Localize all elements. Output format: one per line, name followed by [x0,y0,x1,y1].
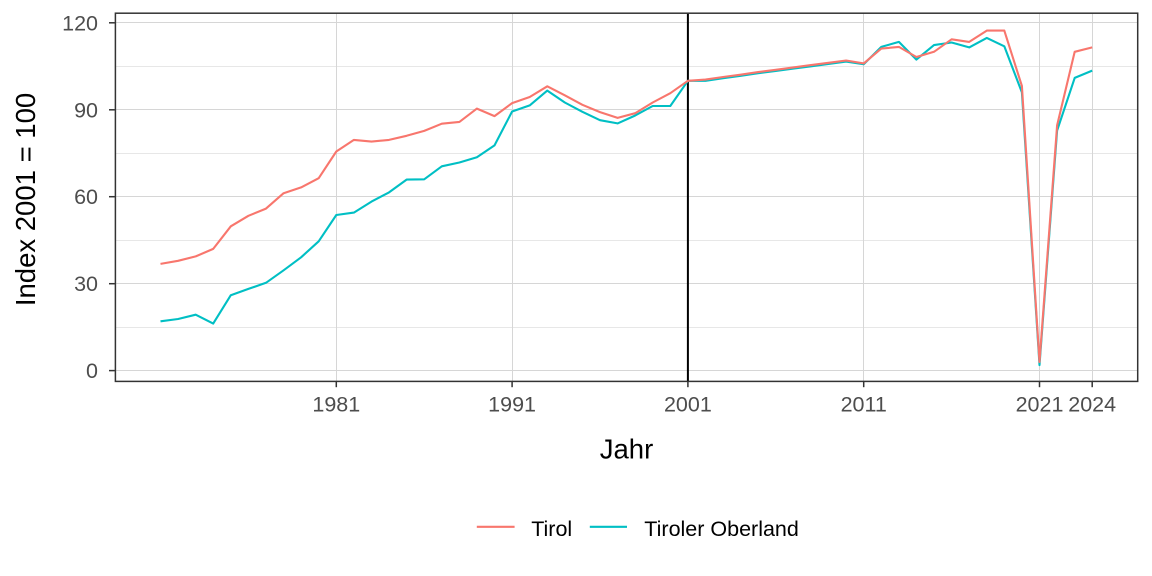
svg-text:1981: 1981 [312,392,360,416]
svg-text:120: 120 [62,11,98,35]
svg-text:Tirol: Tirol [531,517,572,541]
svg-text:60: 60 [74,185,98,209]
svg-text:30: 30 [74,272,98,296]
svg-text:2011: 2011 [841,392,887,416]
svg-text:Index 2001 = 100: Index 2001 = 100 [10,93,41,306]
svg-text:1991: 1991 [488,392,536,416]
svg-text:Tiroler Oberland: Tiroler Oberland [644,517,799,541]
svg-text:2021: 2021 [1016,392,1064,416]
svg-text:2001: 2001 [664,392,712,416]
svg-text:2024: 2024 [1068,392,1116,416]
svg-text:Jahr: Jahr [600,434,654,465]
svg-text:0: 0 [86,359,98,383]
svg-text:90: 90 [74,98,98,122]
